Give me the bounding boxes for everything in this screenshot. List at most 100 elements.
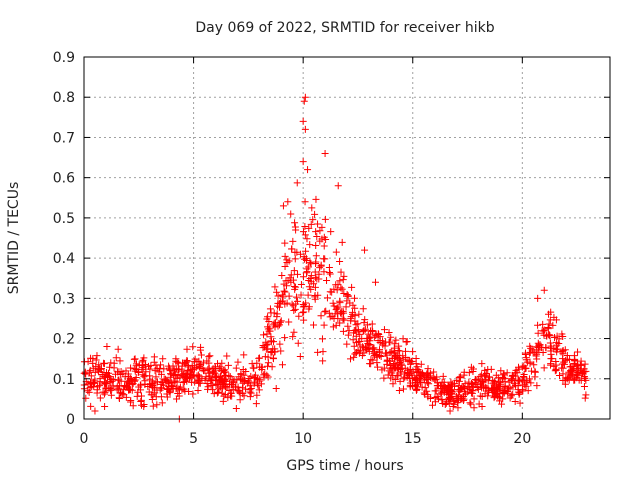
data-point xyxy=(368,320,376,328)
data-point xyxy=(84,358,92,366)
x-tick-label: 10 xyxy=(294,431,312,447)
data-point xyxy=(299,300,307,308)
data-point xyxy=(278,361,286,369)
data-point xyxy=(281,239,289,247)
y-tick-label: 0.8 xyxy=(53,90,75,106)
data-point xyxy=(127,375,135,383)
data-point xyxy=(530,361,538,369)
x-tick-label: 20 xyxy=(513,431,531,447)
data-point xyxy=(506,384,514,392)
data-point xyxy=(373,353,381,361)
data-point xyxy=(418,373,426,381)
x-axis-label: GPS time / hours xyxy=(286,458,403,474)
data-point xyxy=(339,315,347,323)
chart-title: Day 069 of 2022, SRMTID for receiver hik… xyxy=(195,20,494,36)
data-point xyxy=(356,338,364,346)
data-point xyxy=(307,260,315,268)
data-point xyxy=(197,343,205,351)
data-point xyxy=(438,378,446,386)
data-point xyxy=(412,360,420,368)
data-point xyxy=(290,328,298,336)
data-point xyxy=(189,390,197,398)
data-point xyxy=(565,370,573,378)
data-point xyxy=(299,158,307,166)
data-point xyxy=(552,316,560,324)
data-point xyxy=(336,277,344,285)
data-point xyxy=(305,224,313,232)
data-point xyxy=(107,386,115,394)
data-point xyxy=(296,353,304,361)
data-point xyxy=(107,391,115,399)
data-point xyxy=(367,356,375,364)
data-point xyxy=(534,294,542,302)
data-point xyxy=(473,376,481,384)
data-point xyxy=(219,397,227,405)
data-point xyxy=(325,269,333,277)
data-point xyxy=(453,392,461,400)
data-point xyxy=(301,198,309,206)
data-point xyxy=(499,387,507,395)
data-point xyxy=(383,360,391,368)
data-point xyxy=(546,339,554,347)
data-point xyxy=(116,357,124,365)
data-point xyxy=(210,390,218,398)
data-point xyxy=(352,348,360,356)
data-point xyxy=(558,364,566,372)
data-point xyxy=(172,385,180,393)
data-point xyxy=(158,399,166,407)
data-point xyxy=(137,398,145,406)
data-point xyxy=(461,380,469,388)
data-point xyxy=(271,348,279,356)
data-point xyxy=(385,328,393,336)
data-point xyxy=(505,378,513,386)
data-point xyxy=(527,367,535,375)
data-point xyxy=(260,331,268,339)
data-point xyxy=(278,297,286,305)
data-point xyxy=(220,369,228,377)
data-point xyxy=(218,359,226,367)
data-point xyxy=(181,360,189,368)
data-point xyxy=(388,354,396,362)
data-point xyxy=(279,202,287,210)
data-point xyxy=(359,305,367,313)
data-point xyxy=(290,267,298,275)
data-point xyxy=(361,316,369,324)
data-point xyxy=(246,393,254,401)
data-point xyxy=(166,367,174,375)
data-point xyxy=(103,343,111,351)
data-point xyxy=(405,370,413,378)
data-point xyxy=(349,301,357,309)
data-point xyxy=(281,288,289,296)
data-point xyxy=(559,377,567,385)
data-point xyxy=(255,386,263,394)
data-point xyxy=(481,372,489,380)
data-point xyxy=(520,372,528,380)
data-point xyxy=(314,220,322,228)
data-point xyxy=(114,376,122,384)
data-point xyxy=(118,390,126,398)
data-point xyxy=(253,359,261,367)
data-point xyxy=(304,291,312,299)
data-point xyxy=(424,365,432,373)
data-point xyxy=(285,292,293,300)
data-point xyxy=(367,333,375,341)
data-point xyxy=(536,341,544,349)
data-point xyxy=(308,204,316,212)
data-point xyxy=(336,299,344,307)
data-point xyxy=(95,361,103,369)
data-point xyxy=(206,372,214,380)
data-point xyxy=(348,308,356,316)
data-point xyxy=(117,368,125,376)
data-point xyxy=(236,396,244,404)
data-point xyxy=(320,268,328,276)
data-point xyxy=(156,386,164,394)
data-point xyxy=(204,365,212,373)
data-point xyxy=(153,401,161,409)
data-point xyxy=(488,385,496,393)
data-point xyxy=(406,381,414,389)
data-point xyxy=(447,394,455,402)
data-point xyxy=(361,246,369,254)
data-point xyxy=(336,319,344,327)
data-point xyxy=(299,309,307,317)
data-point xyxy=(499,373,507,381)
